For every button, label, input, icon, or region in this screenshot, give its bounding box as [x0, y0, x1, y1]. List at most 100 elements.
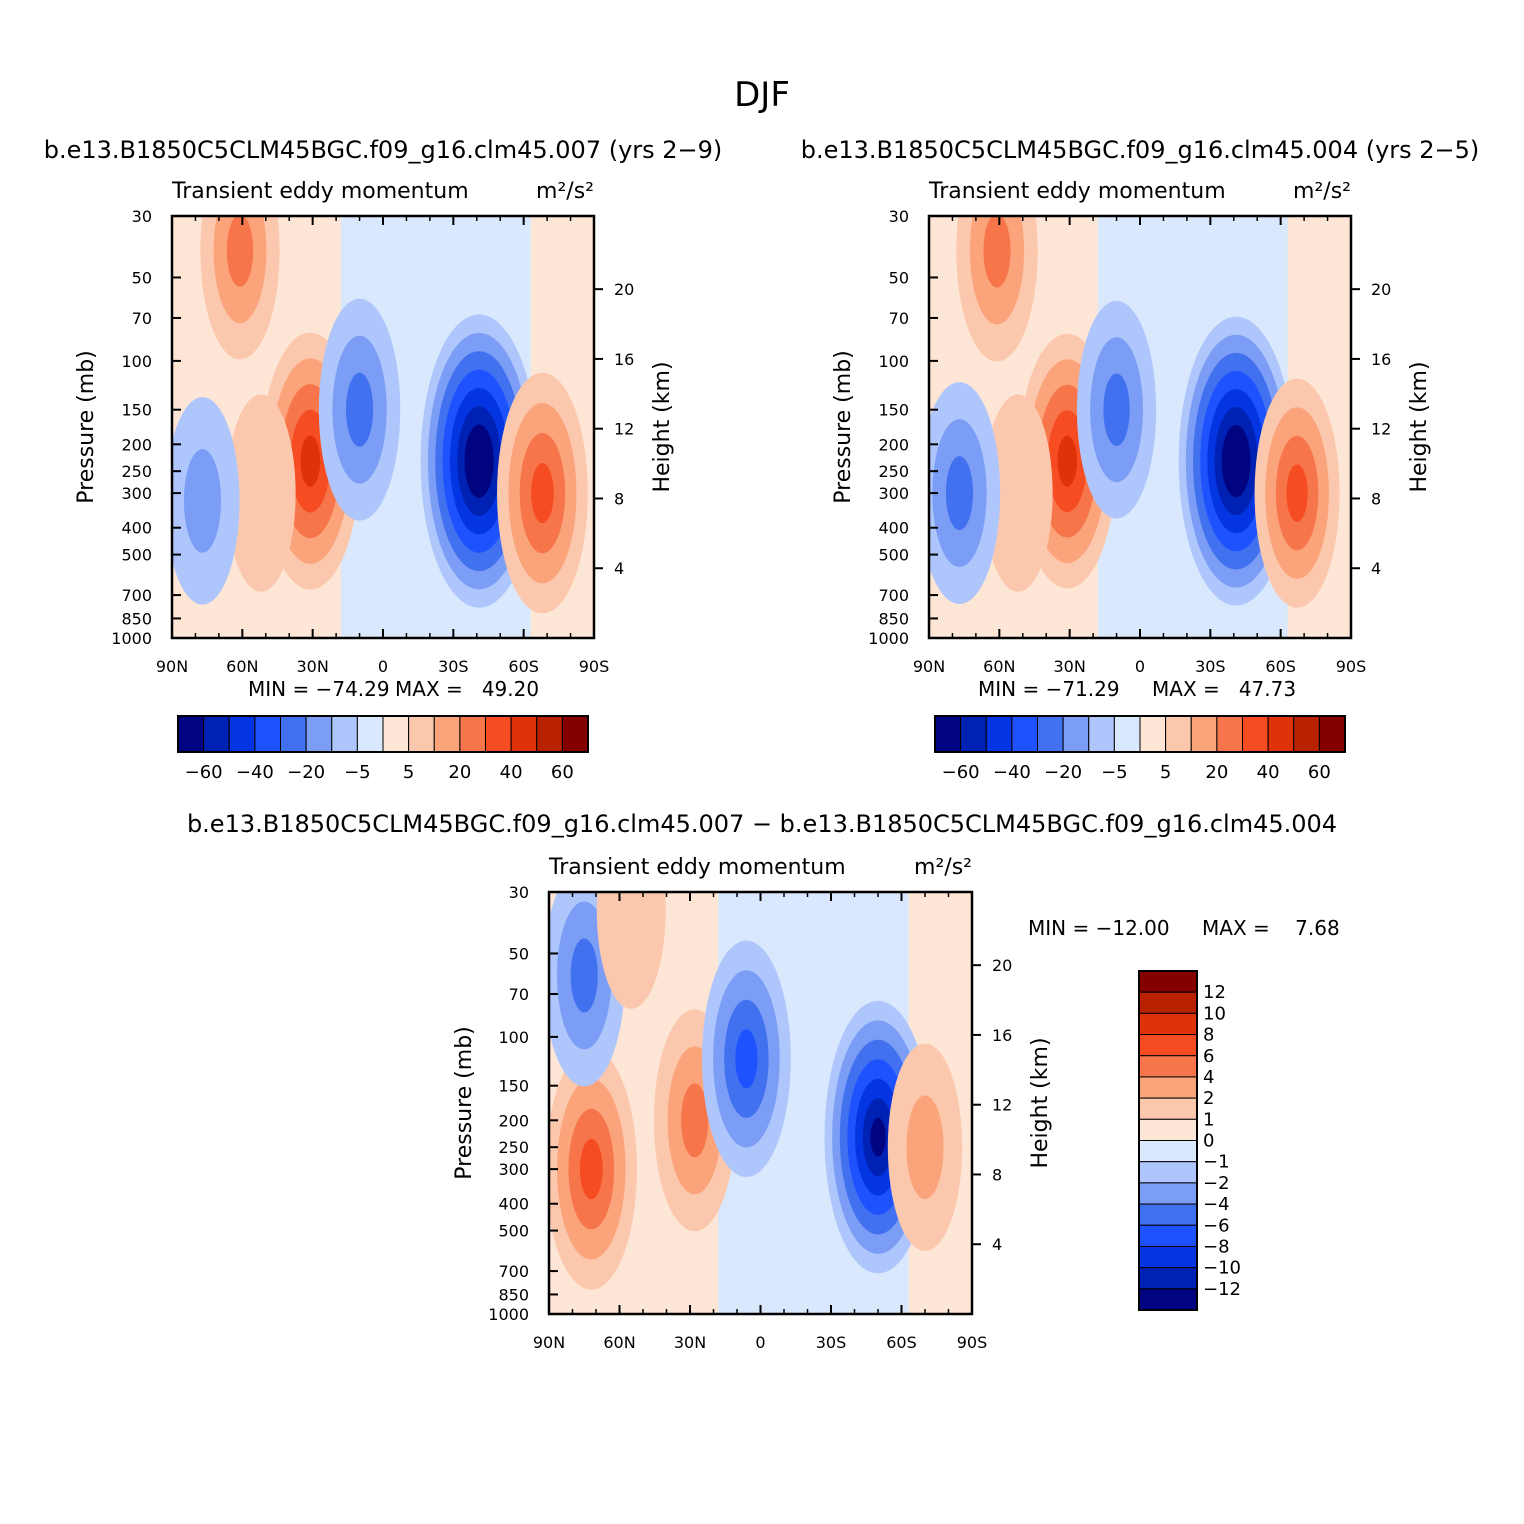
- panel-3-subtitle: Transient eddy momentum: [548, 855, 846, 880]
- y-tick-label: 700: [121, 586, 152, 605]
- x-tick-label: 90N: [156, 657, 188, 676]
- contour-feature: [497, 372, 588, 614]
- colorbar-swatch: [985, 715, 1013, 753]
- x-tick-label: 60S: [508, 657, 539, 676]
- panel-1-min-label: MIN = −74.29: [248, 677, 390, 701]
- colorbar-swatch: [356, 715, 384, 753]
- contour-level: [531, 463, 554, 524]
- y-right-tick-label: 8: [1371, 489, 1381, 508]
- colorbar-label: −20: [287, 762, 325, 783]
- colorbar-swatch: [1138, 1140, 1198, 1163]
- y-right-tick-label: 20: [992, 956, 1012, 975]
- colorbar-swatch: [536, 715, 563, 753]
- panel-3-min-label: MIN = −12.00: [1028, 916, 1170, 940]
- panel-1-axes: 90N 60N 30N 0 30S 60S 90S 30 50 70 100 150 200 250 300…: [111, 207, 634, 676]
- colorbar-label: −60: [942, 762, 980, 783]
- panel-2: b.e13.B1850C5CLM45BGC.f09_g16.clm45.004 …: [801, 136, 1480, 783]
- y-tick-label: 250: [121, 462, 152, 481]
- contour-feature: [983, 394, 1053, 592]
- contour-level: [183, 449, 222, 553]
- colorbar-label: −8: [1203, 1236, 1230, 1257]
- y-right-tick-label: 12: [992, 1096, 1012, 1115]
- colorbar-swatch: [1190, 715, 1218, 753]
- panel-3: b.e13.B1850C5CLM45BGC.f09_g16.clm45.007 …: [187, 810, 1340, 1352]
- panel-1-max-label: MAX = 49.20: [395, 677, 539, 701]
- panel-2-max-label: MAX = 47.73: [1152, 677, 1296, 701]
- contour-level: [345, 372, 374, 447]
- panel-1-units: m²/s²: [536, 179, 594, 204]
- colorbar-swatch: [1138, 1182, 1198, 1205]
- colorbar-swatch: [1267, 715, 1295, 753]
- y-right-tick-label: 4: [992, 1235, 1002, 1254]
- y-tick-label: 150: [498, 1077, 529, 1096]
- contour-level: [1057, 435, 1078, 487]
- y-tick-label: 400: [121, 519, 152, 538]
- colorbar-label: −40: [993, 762, 1031, 783]
- y-right-tick-label: 16: [614, 350, 634, 369]
- colorbar-swatch: [408, 715, 435, 753]
- panel-1-subtitle: Transient eddy momentum: [171, 179, 469, 204]
- colorbar-swatch: [331, 715, 358, 753]
- colorbar-swatch: [203, 715, 230, 753]
- panel-3-max-label: MAX = 7.68: [1202, 916, 1340, 940]
- colorbar-swatch: [459, 715, 486, 753]
- colorbar-label: 6: [1203, 1046, 1214, 1067]
- y-tick-label: 30: [132, 207, 152, 226]
- contour-feature: [929, 382, 1001, 604]
- panel-2-axes: 90N 60N 30N 0 30S 60S 90S 30 50 70 100 150 200 250 300…: [868, 207, 1391, 676]
- panel-3-plot: [549, 892, 972, 1314]
- y-tick-label: 300: [878, 484, 909, 503]
- contour-level: [945, 456, 974, 531]
- y-tick-label: 850: [121, 609, 152, 628]
- colorbar-swatch: [305, 715, 333, 753]
- contour-level: [1228, 443, 1244, 480]
- y-tick-label: 150: [121, 401, 152, 420]
- panel-1-title: b.e13.B1850C5CLM45BGC.f09_g16.clm45.007 …: [44, 136, 723, 164]
- contour-level: [1103, 373, 1130, 446]
- panel-1-ylabel: Pressure (mb): [74, 350, 99, 504]
- y-tick-label: 400: [498, 1195, 529, 1214]
- contour-level: [596, 892, 666, 1009]
- colorbar-label: −5: [1101, 762, 1128, 783]
- panel-2-ylabel-right: Height (km): [1407, 361, 1432, 492]
- colorbar-swatch: [1138, 1203, 1198, 1226]
- contour-feature: [318, 298, 401, 521]
- contour-level: [579, 1138, 603, 1200]
- colorbar-swatch: [561, 715, 589, 753]
- y-tick-label: 1000: [868, 629, 909, 648]
- contour-level: [983, 394, 1053, 592]
- y-tick-label: 1000: [111, 629, 152, 648]
- contour-level: [300, 435, 321, 487]
- colorbar-swatch: [1138, 1097, 1198, 1120]
- contour-feature: [172, 397, 240, 605]
- y-tick-label: 50: [889, 268, 909, 287]
- contour-level: [1286, 464, 1308, 522]
- colorbar-swatch: [1139, 715, 1167, 753]
- panel-3-title: b.e13.B1850C5CLM45BGC.f09_g16.clm45.007 …: [187, 810, 1337, 838]
- contour-feature: [887, 1043, 963, 1251]
- x-tick-label: 0: [1135, 657, 1145, 676]
- colorbar-swatch: [254, 715, 281, 753]
- y-right-tick-label: 4: [614, 559, 624, 578]
- colorbar-label: 60: [1308, 762, 1331, 783]
- colorbar-swatch: [1037, 715, 1064, 753]
- y-tick-label: 850: [498, 1285, 529, 1304]
- y-tick-label: 200: [121, 435, 152, 454]
- colorbar-swatch: [1138, 1034, 1198, 1057]
- panel-3-units: m²/s²: [914, 855, 972, 880]
- contour-field: [549, 892, 972, 1314]
- y-tick-label: 200: [498, 1111, 529, 1130]
- colorbar-swatch: [177, 715, 205, 753]
- colorbar-swatch: [1138, 1012, 1198, 1036]
- panel-3-ylabel: Pressure (mb): [452, 1026, 477, 1180]
- colorbar-label: 5: [403, 762, 414, 783]
- contour-feature: [226, 394, 296, 592]
- colorbar-outline: [177, 715, 589, 753]
- colorbar-swatch: [510, 715, 538, 753]
- panel-1-ylabel-right: Height (km): [650, 361, 675, 492]
- colorbar-label: 8: [1203, 1025, 1214, 1046]
- y-tick-label: 200: [878, 435, 909, 454]
- figure-title: DJF: [734, 75, 790, 115]
- x-tick-label: 90S: [1336, 657, 1367, 676]
- y-tick-label: 700: [878, 586, 909, 605]
